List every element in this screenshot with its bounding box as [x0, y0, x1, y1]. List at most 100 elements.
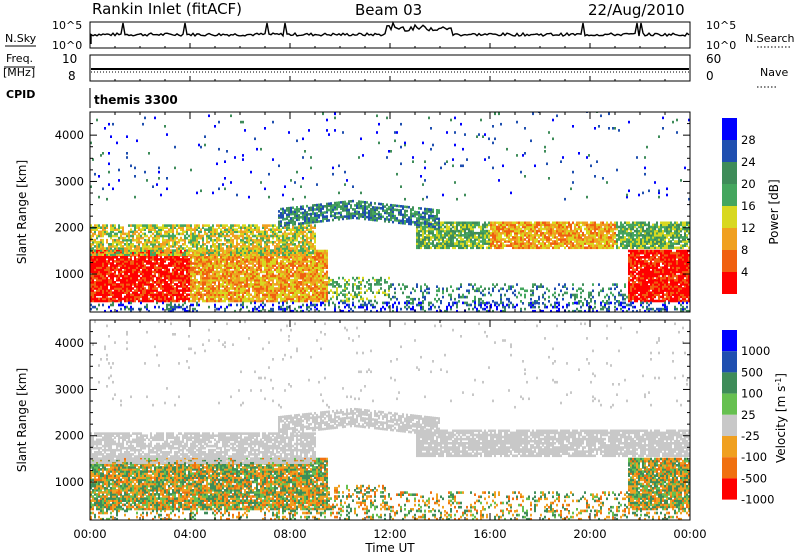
- power-cell: [116, 232, 118, 236]
- power-cell: [206, 285, 208, 288]
- power-cell: [232, 270, 234, 274]
- power-cell: [150, 266, 152, 269]
- power-cell: [164, 125, 166, 128]
- power-cell: [358, 293, 360, 297]
- power-cell: [302, 303, 304, 307]
- power-cell: [196, 297, 198, 301]
- power-cell: [302, 287, 304, 290]
- power-cell: [220, 276, 222, 280]
- power-cell: [348, 214, 350, 218]
- power-cell: [202, 285, 204, 288]
- power-cell: [324, 205, 326, 208]
- power-cell: [182, 295, 184, 299]
- power-cell: [276, 262, 278, 265]
- power-cell: [318, 264, 320, 267]
- power-cell: [228, 256, 230, 259]
- power-cell: [226, 276, 228, 280]
- power-cell: [206, 295, 208, 299]
- power-cell: [172, 297, 174, 301]
- power-cell: [274, 253, 276, 256]
- power-cell: [110, 276, 112, 280]
- power-cell: [288, 285, 290, 288]
- power-cell: [208, 287, 210, 290]
- power-cell: [106, 291, 108, 294]
- power-cell: [288, 243, 290, 246]
- power-cell: [314, 262, 316, 265]
- power-cell: [96, 236, 98, 240]
- power-cell: [374, 210, 376, 214]
- power-cell: [362, 303, 364, 307]
- power-cell: [144, 228, 146, 231]
- power-cell: [176, 232, 178, 236]
- power-cell: [212, 293, 214, 297]
- power-cell: [194, 281, 196, 284]
- power-cell: [282, 272, 284, 276]
- power-cell: [228, 287, 230, 290]
- power-cell: [418, 219, 420, 223]
- power-cell: [106, 293, 108, 297]
- power-cell: [304, 295, 306, 299]
- power-cell: [142, 249, 144, 252]
- power-cell: [310, 276, 312, 280]
- power-cell: [314, 247, 316, 250]
- power-cell: [314, 268, 316, 272]
- power-cell: [284, 268, 286, 272]
- power-cell: [202, 234, 204, 238]
- power-cell: [324, 256, 326, 259]
- power-cell: [150, 293, 152, 297]
- power-cell: [128, 266, 130, 269]
- power-cell: [114, 256, 116, 259]
- power-cell: [136, 297, 138, 301]
- power-cell: [258, 234, 260, 238]
- power-cell: [126, 270, 128, 274]
- power-cell: [156, 262, 158, 265]
- power-cell: [384, 293, 386, 297]
- power-cell: [154, 245, 156, 248]
- power-cell: [120, 243, 122, 246]
- power-cell: [208, 281, 210, 284]
- power-cell: [168, 272, 170, 276]
- power-cell: [134, 258, 136, 261]
- power-cell: [342, 203, 344, 206]
- power-cell: [158, 253, 160, 256]
- power-cell: [222, 226, 224, 229]
- power-cell: [278, 216, 280, 219]
- power-cell: [110, 272, 112, 276]
- power-cell: [382, 207, 384, 210]
- power-cell: [244, 264, 246, 267]
- power-cell: [292, 297, 294, 301]
- power-cell: [112, 276, 114, 280]
- power-cell: [106, 251, 108, 254]
- power-cell: [268, 272, 270, 276]
- power-cell: [130, 289, 132, 292]
- power-cell: [310, 297, 312, 301]
- power-cell: [216, 266, 218, 269]
- power-cell: [190, 293, 192, 297]
- power-cell: [344, 283, 346, 286]
- power-cell: [102, 270, 104, 274]
- power-cell: [260, 270, 262, 274]
- power-cell: [162, 295, 164, 299]
- power-cell: [228, 303, 230, 307]
- power-cell: [210, 293, 212, 297]
- power-cell: [402, 283, 404, 286]
- power-cell: [238, 268, 240, 272]
- power-cell: [104, 226, 106, 229]
- power-cell: [270, 224, 272, 227]
- power-cell: [198, 281, 200, 284]
- power-cell: [292, 258, 294, 261]
- power-cell: [172, 240, 174, 244]
- power-cell: [198, 264, 200, 267]
- power-cell: [272, 226, 274, 229]
- power-cell: [194, 240, 196, 244]
- power-cell: [100, 278, 102, 282]
- power-cell: [288, 236, 290, 240]
- power-cell: [92, 285, 94, 288]
- power-cell: [148, 309, 150, 312]
- power-cell: [178, 281, 180, 284]
- power-cell: [216, 224, 218, 227]
- power-cell: [234, 287, 236, 290]
- power-cell: [92, 299, 94, 303]
- power-cell: [244, 262, 246, 265]
- power-cell: [326, 215, 328, 218]
